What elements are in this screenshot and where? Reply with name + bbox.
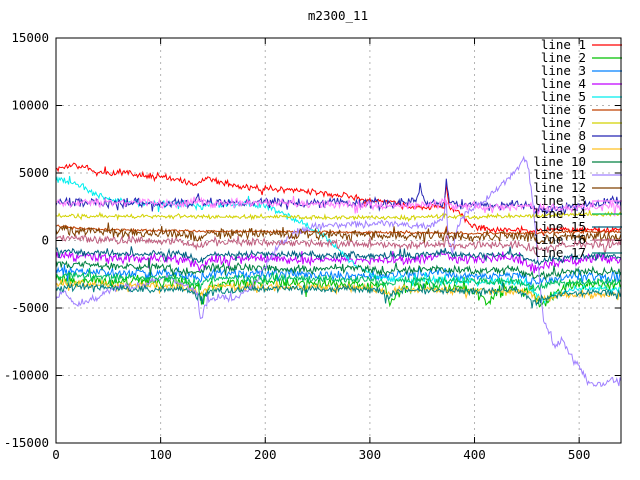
x-tick-label: 200	[254, 447, 277, 462]
legend-label: line 17	[533, 245, 586, 260]
series-line-9	[56, 278, 621, 304]
x-tick-label: 500	[568, 447, 591, 462]
legend-label: line 1	[541, 37, 586, 52]
legend-label: line 4	[541, 76, 586, 91]
x-tick-label: 300	[359, 447, 382, 462]
legend-label: line 6	[541, 102, 586, 117]
series-line-1	[56, 162, 621, 237]
x-tick-label: 100	[149, 447, 172, 462]
series-line-10	[56, 257, 621, 281]
legend-label: line 2	[541, 50, 586, 65]
series-line-11	[56, 155, 621, 388]
series-line-15	[56, 246, 621, 266]
y-tick-label: 15000	[11, 30, 49, 45]
y-tick-label: 5000	[19, 165, 49, 180]
y-tick-label: -15000	[4, 435, 49, 450]
chart-title: m2300_11	[308, 8, 368, 23]
legend-label: line 10	[533, 154, 586, 169]
y-tick-label: -10000	[4, 368, 49, 383]
series-line-13	[56, 195, 621, 217]
legend-label: line 15	[533, 219, 586, 234]
legend-label: line 14	[533, 206, 586, 221]
y-tick-label: 0	[41, 233, 49, 248]
x-tick-label: 400	[463, 447, 486, 462]
legend-label: line 13	[533, 193, 586, 208]
series-line-12	[56, 222, 621, 245]
legend-label: line 5	[541, 89, 586, 104]
series-line-16	[56, 234, 621, 256]
series-line-14	[56, 267, 621, 292]
legend-label: line 3	[541, 63, 586, 78]
y-tick-label: 10000	[11, 98, 49, 113]
series-line-7	[56, 210, 621, 222]
legend-label: line 8	[541, 128, 586, 143]
x-tick-label: 0	[52, 447, 60, 462]
legend-label: line 9	[541, 141, 586, 156]
legend-label: line 16	[533, 232, 586, 247]
legend-label: line 11	[533, 167, 586, 182]
legend-label: line 12	[533, 180, 586, 195]
series-line-4	[56, 249, 621, 274]
y-tick-label: -5000	[11, 300, 49, 315]
legend-label: line 7	[541, 115, 586, 130]
axes: 0 100 200 300 400 500 -15000 -10000 -5000 0 5000 10…	[4, 30, 622, 462]
series-line-17	[56, 281, 621, 309]
